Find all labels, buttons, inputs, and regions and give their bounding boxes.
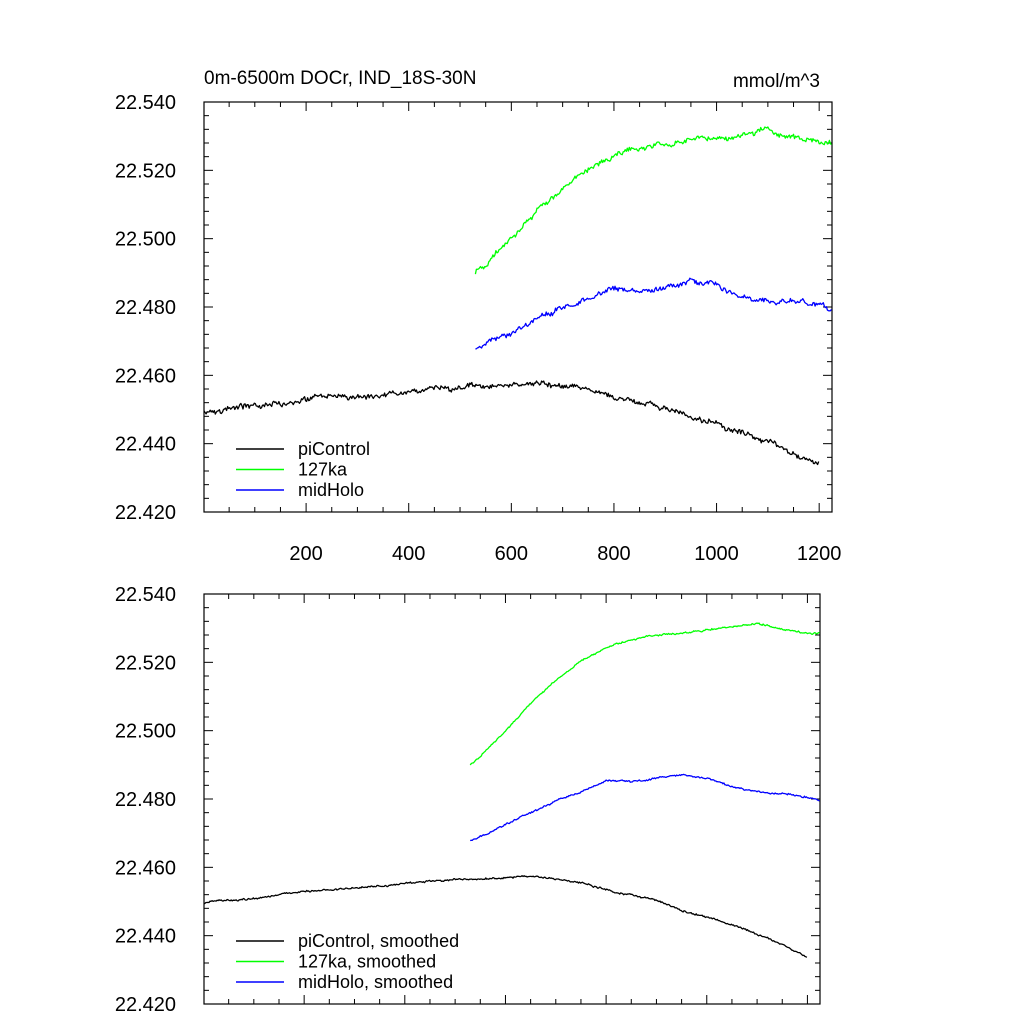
series-line-127ka — [474, 126, 832, 275]
series-line-picontrol — [203, 875, 808, 958]
y-tick-label: 22.480 — [115, 789, 176, 811]
y-tick-label: 22.460 — [115, 857, 176, 879]
y-tick-label: 22.520 — [115, 652, 176, 674]
y-tick-label: 22.520 — [115, 160, 176, 182]
legend-label: 127ka, smoothed — [298, 952, 436, 972]
x-tick-label: 1000 — [694, 543, 739, 565]
legend-label: piControl — [298, 439, 370, 459]
y-tick-label: 22.500 — [115, 229, 176, 251]
legend-label: piControl, smoothed — [298, 931, 459, 951]
y-tick-label: 22.480 — [115, 297, 176, 319]
units-label: mmol/m^3 — [733, 71, 820, 92]
x-tick-label: 1200 — [797, 543, 842, 565]
y-tick-label: 22.540 — [115, 92, 176, 114]
y-tick-label: 22.440 — [115, 926, 176, 948]
legend-label: midHolo, smoothed — [298, 972, 453, 992]
bottom-panel: 22.420 22.440 22.460 22.480 22.500 22.520 22.5… — [115, 584, 821, 1016]
x-tick-label: 200 — [289, 543, 322, 565]
y-tick-label: 22.540 — [115, 584, 176, 606]
series-line-127ka — [469, 622, 820, 766]
legend-label: 127ka — [298, 460, 348, 480]
y-tick-label: 22.440 — [115, 434, 176, 456]
y-tick-label: 22.460 — [115, 365, 176, 387]
y-tick-label: 22.420 — [115, 994, 176, 1016]
chart-title: 0m-6500m DOCr, IND_18S-30N — [204, 68, 476, 89]
x-tick-label: 800 — [597, 543, 630, 565]
x-tick-label: 600 — [495, 543, 528, 565]
series-line-picontrol — [203, 380, 820, 466]
legend-label: midHolo — [298, 480, 364, 500]
y-tick-label: 22.500 — [115, 721, 176, 743]
series-line-midholo — [475, 277, 833, 350]
top-panel: 22.420 22.440 22.460 22.480 22.500 22.520 22.5… — [115, 92, 842, 565]
series-line-midholo — [469, 773, 820, 842]
y-tick-label: 22.420 — [115, 502, 176, 524]
x-tick-label: 400 — [392, 543, 425, 565]
